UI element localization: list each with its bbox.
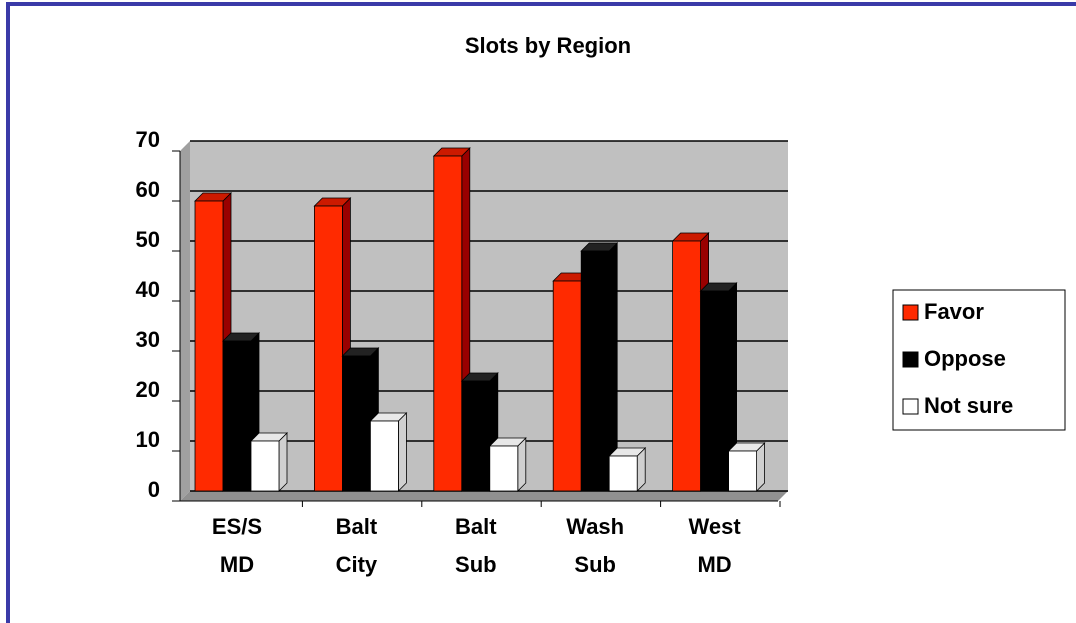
x-tick-label: Balt Sub xyxy=(455,514,497,577)
legend-label: Not sure xyxy=(924,393,1013,418)
side-wall xyxy=(180,141,190,501)
bar xyxy=(552,280,582,492)
legend-label: Oppose xyxy=(924,346,1006,371)
bar-side xyxy=(278,432,288,492)
y-tick-label: 10 xyxy=(136,427,160,452)
bar xyxy=(369,420,399,492)
legend-swatch xyxy=(902,351,919,368)
chart-title: Slots by Region xyxy=(465,33,631,58)
floor xyxy=(180,491,788,501)
bar xyxy=(250,440,280,492)
bar xyxy=(728,450,757,492)
y-tick-label: 60 xyxy=(136,177,160,202)
bar xyxy=(672,240,701,492)
bar xyxy=(489,445,519,492)
legend-swatch xyxy=(902,398,919,415)
legend-label: Favor xyxy=(924,299,984,324)
bar xyxy=(313,205,343,492)
legend-box xyxy=(892,289,1066,431)
y-tick-label: 30 xyxy=(136,327,160,352)
y-tick-label: 0 xyxy=(148,477,160,502)
bar xyxy=(433,155,463,492)
x-tick-label: West MD xyxy=(688,514,741,577)
frame-left xyxy=(6,2,10,623)
frame-top xyxy=(6,2,1076,6)
y-tick-label: 40 xyxy=(136,277,160,302)
y-tick-label: 70 xyxy=(136,127,160,152)
bar xyxy=(461,380,491,492)
x-tick-label: Balt City xyxy=(335,514,378,577)
x-tick-label: Wash Sub xyxy=(566,514,625,577)
bar xyxy=(580,250,610,492)
legend-swatch xyxy=(902,304,919,321)
bar xyxy=(608,455,638,492)
x-tick-label: ES/S MD xyxy=(211,514,263,577)
bar xyxy=(222,340,252,492)
y-tick-label: 50 xyxy=(136,227,160,252)
bar xyxy=(194,200,224,492)
bar-side xyxy=(397,412,407,492)
bar-side xyxy=(517,437,527,492)
bar xyxy=(341,355,371,492)
bar xyxy=(700,290,729,492)
y-tick-label: 20 xyxy=(136,377,160,402)
